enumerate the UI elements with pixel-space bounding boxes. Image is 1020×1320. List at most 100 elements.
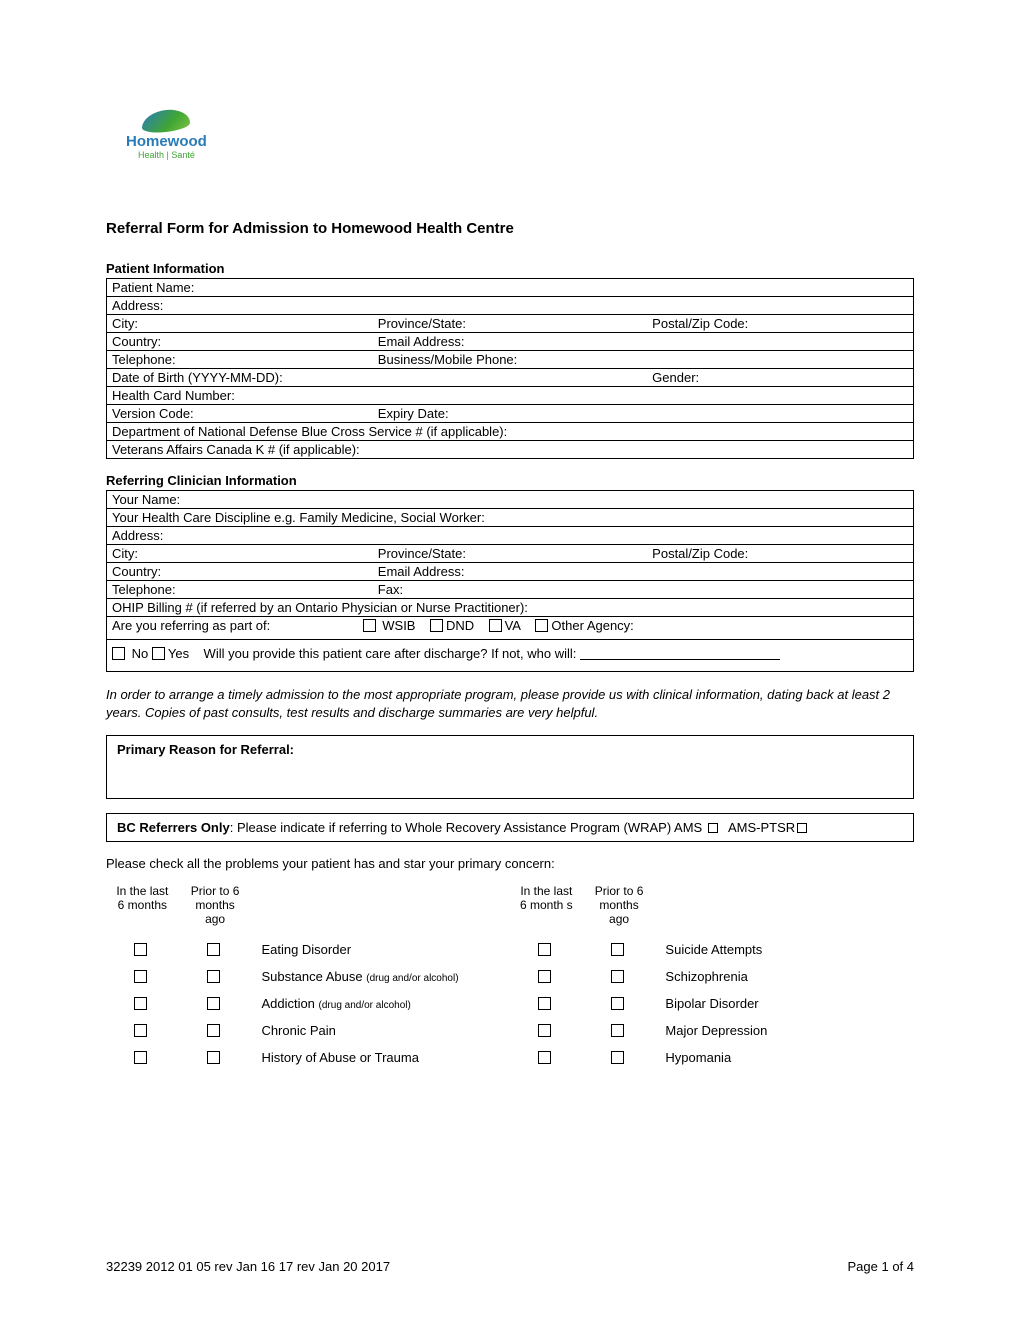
checkbox-wsib[interactable] bbox=[363, 619, 376, 632]
patient-address-label[interactable]: Address: bbox=[107, 297, 914, 315]
problem-label: Addiction (drug and/or alcohol) bbox=[251, 990, 510, 1017]
no-label: No bbox=[132, 646, 149, 661]
problem-label: Major Depression bbox=[655, 1017, 914, 1044]
clin-address-label[interactable]: Address: bbox=[107, 527, 914, 545]
checkbox-problem[interactable] bbox=[611, 997, 624, 1010]
checkbox-problem[interactable] bbox=[538, 943, 551, 956]
footer: 32239 2012 01 05 rev Jan 16 17 rev Jan 2… bbox=[106, 1259, 914, 1274]
hdr-prior6-left: Prior to 6 months ago bbox=[179, 885, 252, 936]
clin-fax-label[interactable]: Fax: bbox=[373, 581, 914, 599]
wsib-label: WSIB bbox=[382, 618, 415, 633]
patient-busphone-label[interactable]: Business/Mobile Phone: bbox=[373, 351, 914, 369]
logo-sub: Health | Santé bbox=[126, 151, 207, 160]
checkbox-problem[interactable] bbox=[538, 1024, 551, 1037]
hdr-last6-left: In the last 6 months bbox=[106, 885, 179, 936]
checkbox-problem[interactable] bbox=[207, 943, 220, 956]
patient-name-label[interactable]: Patient Name: bbox=[107, 279, 914, 297]
clin-referas-row: Are you referring as part of: WSIB DND V… bbox=[107, 617, 914, 640]
form-title: Referral Form for Admission to Homewood … bbox=[106, 220, 914, 237]
hdr-prior6-right: Prior to 6 months ago bbox=[583, 885, 656, 936]
checkbox-problem[interactable] bbox=[134, 943, 147, 956]
postcare-label: Will you provide this patient care after… bbox=[204, 646, 577, 661]
checkbox-problem[interactable] bbox=[611, 970, 624, 983]
checkbox-problem[interactable] bbox=[611, 1024, 624, 1037]
clin-ohip-label[interactable]: OHIP Billing # (if referred by an Ontari… bbox=[107, 599, 914, 617]
checkbox-yes[interactable] bbox=[152, 647, 165, 660]
clinical-note: In order to arrange a timely admission t… bbox=[106, 686, 914, 721]
clinician-heading: Referring Clinician Information bbox=[106, 473, 914, 488]
checkbox-problem[interactable] bbox=[134, 997, 147, 1010]
bc-prefix: BC Referrers Only bbox=[117, 820, 230, 835]
bc-text: : Please indicate if referring to Whole … bbox=[230, 820, 703, 835]
patient-dnd-label[interactable]: Department of National Defense Blue Cros… bbox=[107, 423, 914, 441]
clin-referas-label: Are you referring as part of: bbox=[112, 618, 359, 633]
check-instruction: Please check all the problems your patie… bbox=[106, 856, 914, 871]
ams-ptsr-label: AMS-PTSR bbox=[728, 820, 795, 835]
patient-postal-label[interactable]: Postal/Zip Code: bbox=[647, 315, 913, 333]
patient-tel-label[interactable]: Telephone: bbox=[107, 351, 373, 369]
patient-province-label[interactable]: Province/State: bbox=[373, 315, 647, 333]
problems-table: In the last 6 months Prior to 6 months a… bbox=[106, 885, 914, 1071]
clinician-table: Your Name: Your Health Care Discipline e… bbox=[106, 490, 914, 672]
checkbox-problem[interactable] bbox=[134, 1051, 147, 1064]
bc-referrers-box: BC Referrers Only: Please indicate if re… bbox=[106, 813, 914, 842]
problem-label: Hypomania bbox=[655, 1044, 914, 1071]
checkbox-problem[interactable] bbox=[207, 1024, 220, 1037]
checkbox-problem[interactable] bbox=[134, 970, 147, 983]
yes-label: Yes bbox=[168, 646, 189, 661]
patient-version-label[interactable]: Version Code: bbox=[107, 405, 373, 423]
primary-reason-box[interactable]: Primary Reason for Referral: bbox=[106, 735, 914, 799]
patient-heading: Patient Information bbox=[106, 261, 914, 276]
logo-swoosh-icon bbox=[142, 107, 190, 134]
checkbox-problem[interactable] bbox=[611, 943, 624, 956]
patient-healthcard-label[interactable]: Health Card Number: bbox=[107, 387, 914, 405]
patient-city-label[interactable]: City: bbox=[107, 315, 373, 333]
problem-label: Chronic Pain bbox=[251, 1017, 510, 1044]
logo: Homewood Health | Santé bbox=[126, 110, 207, 160]
clin-postcare-row: No Yes Will you provide this patient car… bbox=[107, 640, 914, 672]
clin-discipline-label[interactable]: Your Health Care Discipline e.g. Family … bbox=[107, 509, 914, 527]
patient-country-label[interactable]: Country: bbox=[107, 333, 373, 351]
clin-email-label[interactable]: Email Address: bbox=[373, 563, 914, 581]
primary-reason-label: Primary Reason for Referral: bbox=[117, 742, 294, 757]
clin-name-label[interactable]: Your Name: bbox=[107, 491, 914, 509]
checkbox-problem[interactable] bbox=[611, 1051, 624, 1064]
problem-label: Substance Abuse (drug and/or alcohol) bbox=[251, 963, 510, 990]
footer-right: Page 1 of 4 bbox=[848, 1259, 915, 1274]
checkbox-no[interactable] bbox=[112, 647, 125, 660]
patient-gender-label[interactable]: Gender: bbox=[647, 369, 913, 387]
postcare-blank[interactable] bbox=[580, 646, 780, 660]
footer-left: 32239 2012 01 05 rev Jan 16 17 rev Jan 2… bbox=[106, 1259, 390, 1274]
va-label: VA bbox=[505, 618, 521, 633]
clin-province-label[interactable]: Province/State: bbox=[373, 545, 647, 563]
problem-label: Suicide Attempts bbox=[655, 936, 914, 963]
checkbox-dnd[interactable] bbox=[430, 619, 443, 632]
checkbox-problem[interactable] bbox=[207, 1051, 220, 1064]
checkbox-problem[interactable] bbox=[207, 970, 220, 983]
checkbox-ams[interactable] bbox=[708, 823, 718, 833]
checkbox-problem[interactable] bbox=[538, 997, 551, 1010]
patient-table: Patient Name: Address: City: Province/St… bbox=[106, 278, 914, 459]
checkbox-problem[interactable] bbox=[538, 970, 551, 983]
patient-vac-label[interactable]: Veterans Affairs Canada K # (if applicab… bbox=[107, 441, 914, 459]
logo-name: Homewood bbox=[126, 134, 207, 149]
clin-country-label[interactable]: Country: bbox=[107, 563, 373, 581]
dnd-label: DND bbox=[446, 618, 474, 633]
patient-expiry-label[interactable]: Expiry Date: bbox=[373, 405, 914, 423]
patient-dob-label[interactable]: Date of Birth (YYYY-MM-DD): bbox=[107, 369, 648, 387]
problem-label: History of Abuse or Trauma bbox=[251, 1044, 510, 1071]
checkbox-va[interactable] bbox=[489, 619, 502, 632]
clin-tel-label[interactable]: Telephone: bbox=[107, 581, 373, 599]
checkbox-problem[interactable] bbox=[134, 1024, 147, 1037]
checkbox-problem[interactable] bbox=[207, 997, 220, 1010]
checkbox-other[interactable] bbox=[535, 619, 548, 632]
problem-label: Eating Disorder bbox=[251, 936, 510, 963]
checkbox-problem[interactable] bbox=[538, 1051, 551, 1064]
clin-city-label[interactable]: City: bbox=[107, 545, 373, 563]
hdr-last6-right: In the last 6 month s bbox=[510, 885, 583, 936]
checkbox-ams-ptsr[interactable] bbox=[797, 823, 807, 833]
clin-postal-label[interactable]: Postal/Zip Code: bbox=[647, 545, 913, 563]
problem-label: Schizophrenia bbox=[655, 963, 914, 990]
patient-email-label[interactable]: Email Address: bbox=[373, 333, 914, 351]
problem-label: Bipolar Disorder bbox=[655, 990, 914, 1017]
